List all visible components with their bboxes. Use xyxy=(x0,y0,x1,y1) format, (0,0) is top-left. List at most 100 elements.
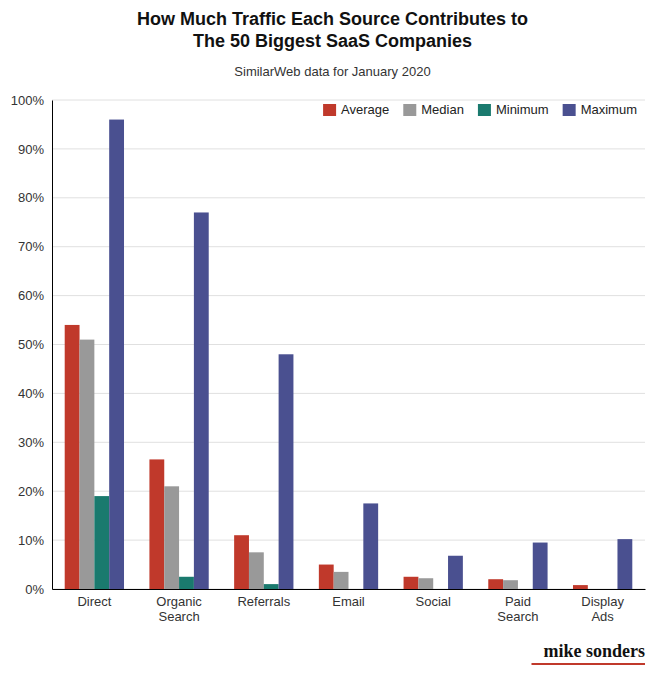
x-tick: Direct xyxy=(77,589,111,609)
bar xyxy=(179,577,194,589)
text-line: Ads xyxy=(591,609,614,624)
legend-item: Average xyxy=(323,102,389,117)
y-tick: 90% xyxy=(18,142,52,157)
bar xyxy=(194,212,209,589)
bar xyxy=(533,543,548,589)
y-tick-label: 90% xyxy=(18,142,44,157)
legend-item: Median xyxy=(403,102,464,117)
x-tick-label: OrganicSearch xyxy=(156,594,202,624)
y-tick-label: 60% xyxy=(18,288,44,303)
legend-swatch xyxy=(563,104,576,116)
y-tick-label: 30% xyxy=(18,435,44,450)
grid-line xyxy=(52,197,645,198)
y-tick: 50% xyxy=(18,337,52,352)
text-line: Referrals xyxy=(237,594,290,609)
bar xyxy=(363,503,378,589)
title: How Much Traffic Each Source Contributes… xyxy=(137,9,528,51)
text-line: Search xyxy=(158,609,199,624)
legend-label: Maximum xyxy=(581,102,637,117)
chart-svg: How Much Traffic Each Source Contributes… xyxy=(0,0,665,677)
bar xyxy=(65,325,80,589)
bar xyxy=(404,577,419,589)
text-line: Organic xyxy=(156,594,202,609)
y-tick-label: 50% xyxy=(18,337,44,352)
x-tick-label: Referrals xyxy=(237,594,290,609)
y-axis: 0% 10% 20% 30% 40% 50% 60% 70% 80% 90% 100% xyxy=(11,93,53,597)
legend-swatch xyxy=(323,104,336,116)
x-tick: PaidSearch xyxy=(497,589,538,624)
y-tick: 20% xyxy=(18,484,52,499)
legend-item: Minimum xyxy=(478,102,549,117)
bar-series xyxy=(80,340,518,589)
watermark: mike sonders xyxy=(543,641,645,661)
y-tick: 60% xyxy=(18,288,52,303)
text-line: Direct xyxy=(77,594,111,609)
bar-series xyxy=(65,325,588,589)
bar xyxy=(518,589,533,590)
bar xyxy=(80,340,95,589)
y-tick: 0% xyxy=(25,582,52,597)
grid-line xyxy=(52,148,645,149)
legend-label: Average xyxy=(341,102,389,117)
x-tick-label: PaidSearch xyxy=(497,594,538,624)
grid-line xyxy=(52,491,645,492)
grid-line xyxy=(52,393,645,394)
y-tick: 10% xyxy=(18,533,52,548)
x-tick-label: Social xyxy=(416,594,452,609)
x-axis-line xyxy=(53,589,646,590)
text-line: How Much Traffic Each Source Contributes… xyxy=(137,9,528,29)
y-tick-label: 70% xyxy=(18,239,44,254)
x-tick-label: Direct xyxy=(77,594,111,609)
x-axis: DirectOrganicSearchReferralsEmailSocialP… xyxy=(53,589,646,624)
bar xyxy=(334,572,349,589)
legend-item: Maximum xyxy=(563,102,637,117)
bar xyxy=(94,496,109,589)
subtitle: SimilarWeb data for January 2020 xyxy=(234,64,430,79)
bar xyxy=(349,589,364,590)
text-line: Paid xyxy=(505,594,531,609)
legend-label: Minimum xyxy=(496,102,549,117)
bar xyxy=(319,565,334,589)
x-tick-label: DisplayAds xyxy=(581,594,624,624)
watermark-underline xyxy=(531,663,645,665)
grid-line xyxy=(52,246,645,247)
bar xyxy=(573,585,588,589)
y-tick: 70% xyxy=(18,239,52,254)
legend-swatch xyxy=(478,104,491,116)
grid-line xyxy=(52,540,645,541)
bar xyxy=(503,580,518,589)
text-line: Email xyxy=(332,594,365,609)
grid-line xyxy=(52,442,645,443)
bar xyxy=(164,486,179,589)
bars xyxy=(65,120,633,589)
text-line: The 50 Biggest SaaS Companies xyxy=(193,31,472,51)
x-tick: DisplayAds xyxy=(581,589,624,624)
legend-label: Median xyxy=(421,102,464,117)
text-line: Search xyxy=(497,609,538,624)
legend-swatch xyxy=(403,104,416,116)
x-tick: OrganicSearch xyxy=(156,589,202,624)
y-tick: 40% xyxy=(18,386,52,401)
y-tick-label: 40% xyxy=(18,386,44,401)
bar xyxy=(488,579,503,589)
y-tick: 30% xyxy=(18,435,52,450)
x-tick: Referrals xyxy=(237,589,290,609)
bar xyxy=(448,556,463,589)
bar xyxy=(418,578,433,589)
bar xyxy=(433,589,448,590)
bar xyxy=(264,584,279,589)
y-tick: 100% xyxy=(11,93,52,108)
grid-line xyxy=(52,295,645,296)
bar xyxy=(249,552,264,589)
grid-line xyxy=(52,100,645,101)
grid-line xyxy=(52,344,645,345)
bar xyxy=(617,539,632,589)
x-tick: Social xyxy=(416,589,452,609)
bar xyxy=(109,120,124,589)
grid xyxy=(52,100,645,589)
text-line: Social xyxy=(416,594,452,609)
bar xyxy=(588,589,603,590)
y-tick: 80% xyxy=(18,190,52,205)
x-tick-label: Email xyxy=(332,594,365,609)
y-tick-label: 0% xyxy=(25,582,44,597)
